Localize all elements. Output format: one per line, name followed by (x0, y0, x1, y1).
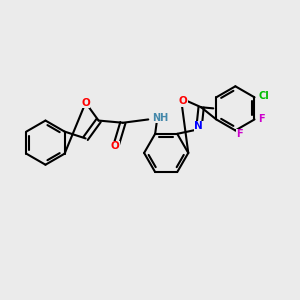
Text: Cl: Cl (258, 91, 269, 101)
Text: F: F (258, 114, 265, 124)
Text: NH: NH (152, 113, 168, 123)
Text: N: N (194, 121, 203, 131)
Text: F: F (237, 129, 243, 139)
Text: O: O (110, 141, 119, 151)
Text: O: O (81, 98, 90, 108)
Text: O: O (178, 96, 187, 106)
